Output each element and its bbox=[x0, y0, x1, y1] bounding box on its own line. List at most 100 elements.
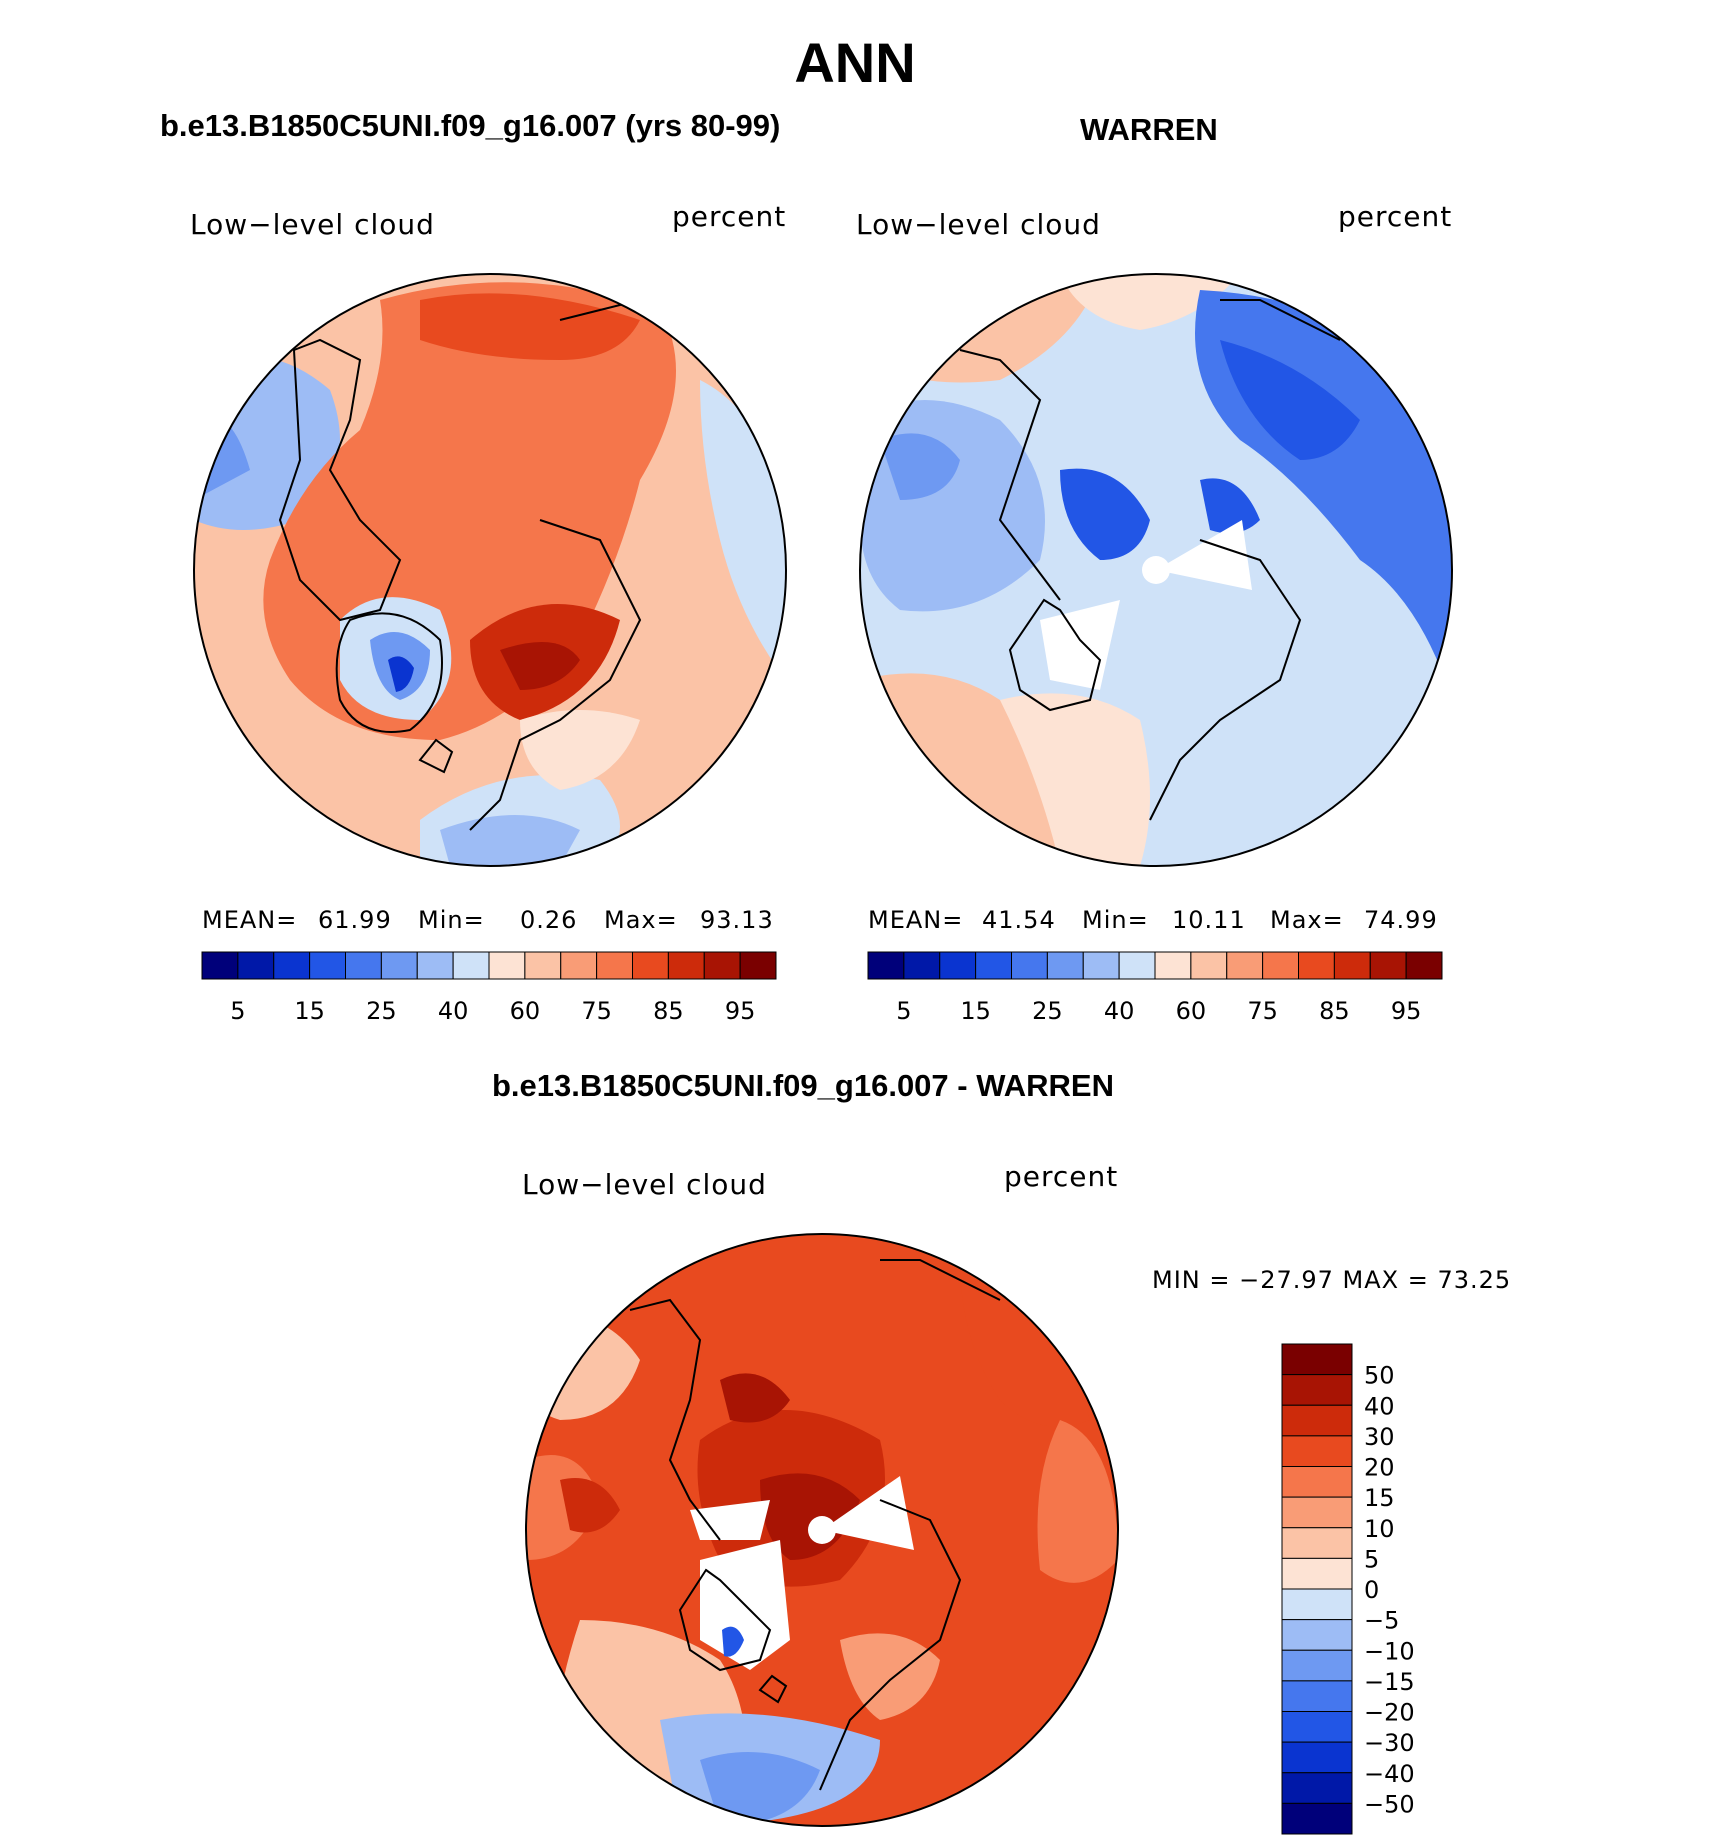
panel-2-colorbar-swatch bbox=[1011, 951, 1048, 980]
panel-2-colorbar-tick-label: 75 bbox=[1247, 997, 1278, 1025]
panel-2-mean-label: MEAN= bbox=[868, 906, 964, 934]
panel-2-mean-value: 41.54 bbox=[982, 906, 1056, 934]
diff-colorbar-swatch bbox=[1281, 1680, 1353, 1712]
figure-title: ANN bbox=[794, 31, 916, 94]
panel-2-colorbar-swatch bbox=[1405, 951, 1443, 980]
panel-1-colorbar-swatch bbox=[524, 951, 562, 980]
diff-colorbar-swatch bbox=[1281, 1649, 1353, 1682]
diff-colorbar-tick-label: 30 bbox=[1364, 1423, 1395, 1451]
panel-1-mean-value: 61.99 bbox=[318, 906, 392, 934]
panel-1-variable-label: Low−level cloud bbox=[190, 208, 435, 241]
panel-1-max-label: Max= bbox=[604, 906, 678, 934]
panel-2-colorbar-tick-label: 40 bbox=[1104, 997, 1135, 1025]
panel-2-max-label: Max= bbox=[1270, 906, 1344, 934]
panel-2-colorbar-swatch bbox=[1082, 951, 1120, 980]
panel-1-colorbar-tick-label: 5 bbox=[230, 997, 245, 1025]
panel-1-colorbar-swatch bbox=[416, 951, 454, 980]
panel-1-colorbar-tick-label: 25 bbox=[366, 997, 397, 1025]
panel-1-colorbar-tick-label: 75 bbox=[581, 997, 612, 1025]
panel-1-colorbar-swatch bbox=[237, 951, 275, 980]
diff-colorbar-tick-label: 5 bbox=[1364, 1545, 1379, 1573]
diff-colorbar-swatch bbox=[1281, 1466, 1353, 1498]
panel-1-min-label: Min= bbox=[418, 906, 485, 934]
panel-1-max-value: 93.13 bbox=[700, 906, 774, 934]
diff-colorbar-tick-label: −10 bbox=[1364, 1637, 1415, 1665]
panel-2-colorbar-swatch bbox=[1262, 951, 1299, 980]
diff-colorbar-swatch bbox=[1281, 1711, 1353, 1743]
panel-2-colorbar-swatch bbox=[1154, 951, 1192, 980]
panel-1-colorbar-swatch bbox=[703, 951, 741, 980]
diff-colorbar-swatch bbox=[1281, 1435, 1353, 1467]
diff-colorbar-swatch bbox=[1281, 1619, 1353, 1651]
diff-colorbar-tick-label: −15 bbox=[1364, 1668, 1415, 1696]
diff-colorbar-swatch bbox=[1281, 1374, 1353, 1406]
diff-colorbar-swatch bbox=[1281, 1588, 1353, 1621]
panel-1-colorbar-swatch bbox=[273, 951, 311, 980]
diff-heading: b.e13.B1850C5UNI.f09_g16.007 - WARREN bbox=[492, 1068, 1114, 1103]
panel-1-colorbar: 5 15 25 40 60 75 85 95 bbox=[201, 951, 777, 1025]
diff-colorbar-tick-label: −30 bbox=[1364, 1729, 1415, 1757]
panel-2-colorbar-swatch bbox=[1298, 951, 1335, 980]
diff-colorbar-swatch bbox=[1281, 1527, 1353, 1559]
panel-1-map-border bbox=[193, 273, 787, 867]
diff-colorbar-swatch bbox=[1281, 1343, 1353, 1376]
diff-colorbar-tick-label: 0 bbox=[1364, 1576, 1379, 1604]
panel-1-colorbar-tick-label: 15 bbox=[294, 997, 325, 1025]
panel-2-colorbar-swatch bbox=[1226, 951, 1264, 980]
diff-colorbar-tick-label: −50 bbox=[1364, 1790, 1415, 1818]
panel-1-units-label: percent bbox=[672, 200, 787, 233]
diff-colorbar-swatch bbox=[1281, 1802, 1353, 1835]
diff-colorbar-tick-label: 10 bbox=[1364, 1515, 1395, 1543]
panel-1-colorbar-swatch bbox=[380, 951, 418, 980]
panel-1-colorbar-tick-label: 85 bbox=[653, 997, 684, 1025]
panel-2-colorbar-swatch bbox=[1333, 951, 1371, 980]
panel-2-min-label: Min= bbox=[1082, 906, 1149, 934]
panel-1-colorbar-swatch bbox=[201, 951, 239, 980]
panel-2-colorbar: 5 15 25 40 60 75 85 95 bbox=[867, 951, 1443, 1025]
diff-colorbar-tick-label: 40 bbox=[1364, 1392, 1395, 1420]
panel-2-colorbar-swatch bbox=[939, 951, 977, 980]
panel-2-units-label: percent bbox=[1338, 200, 1453, 233]
panel-2-max-value: 74.99 bbox=[1364, 906, 1438, 934]
panel-1-colorbar-swatch bbox=[596, 951, 633, 980]
panel-1-colorbar-swatch bbox=[488, 951, 526, 980]
panel-1-mean-label: MEAN= bbox=[202, 906, 298, 934]
diff-variable-label: Low−level cloud bbox=[522, 1168, 767, 1201]
panel-2-colorbar-swatch bbox=[1190, 951, 1228, 980]
panel-2-colorbar-tick-label: 25 bbox=[1032, 997, 1063, 1025]
panel-1-colorbar-swatch bbox=[452, 951, 490, 980]
diff-colorbar-tick-label: −40 bbox=[1364, 1760, 1415, 1788]
panel-2-colorbar-tick-label: 60 bbox=[1176, 997, 1207, 1025]
panel-1-colorbar-swatch bbox=[560, 951, 598, 980]
panel-1-colorbar-swatch bbox=[309, 951, 346, 980]
panel-2-colorbar-swatch bbox=[975, 951, 1012, 980]
panel-1-colorbar-tick-label: 40 bbox=[438, 997, 469, 1025]
panel-1-min-value: 0.26 bbox=[520, 906, 578, 934]
panel-1-colorbar-swatch bbox=[739, 951, 777, 980]
diff-colorbar-tick-label: −20 bbox=[1364, 1699, 1415, 1727]
diff-colorbar-swatch bbox=[1281, 1772, 1353, 1804]
panel-2-colorbar-tick-label: 95 bbox=[1391, 997, 1422, 1025]
diff-colorbar-tick-label: −5 bbox=[1364, 1607, 1399, 1635]
panel-2-colorbar-swatch bbox=[903, 951, 941, 980]
panel-2-map bbox=[860, 274, 1452, 866]
panel-2-heading: WARREN bbox=[1080, 112, 1218, 147]
panel-1-colorbar-tick-label: 95 bbox=[725, 997, 756, 1025]
panel-2-colorbar-tick-label: 85 bbox=[1319, 997, 1350, 1025]
panel-2-min-value: 10.11 bbox=[1172, 906, 1246, 934]
panel-1-map bbox=[194, 274, 786, 866]
diff-colorbar-swatch bbox=[1281, 1557, 1353, 1590]
diff-colorbar-tick-label: 50 bbox=[1364, 1362, 1395, 1390]
diff-colorbar-tick-label: 15 bbox=[1364, 1484, 1395, 1512]
diff-colorbar-swatch bbox=[1281, 1496, 1353, 1529]
panel-2-colorbar-swatch bbox=[867, 951, 905, 980]
diff-colorbar-swatch bbox=[1281, 1404, 1353, 1437]
diff-colorbar-swatch bbox=[1281, 1741, 1353, 1774]
panel-2-colorbar-tick-label: 15 bbox=[960, 997, 991, 1025]
panel-2-colorbar-swatch bbox=[1046, 951, 1084, 980]
panel-2-colorbar-tick-label: 5 bbox=[896, 997, 911, 1025]
diff-minmax-label: MIN = −27.97 MAX = 73.25 bbox=[1152, 1266, 1512, 1294]
